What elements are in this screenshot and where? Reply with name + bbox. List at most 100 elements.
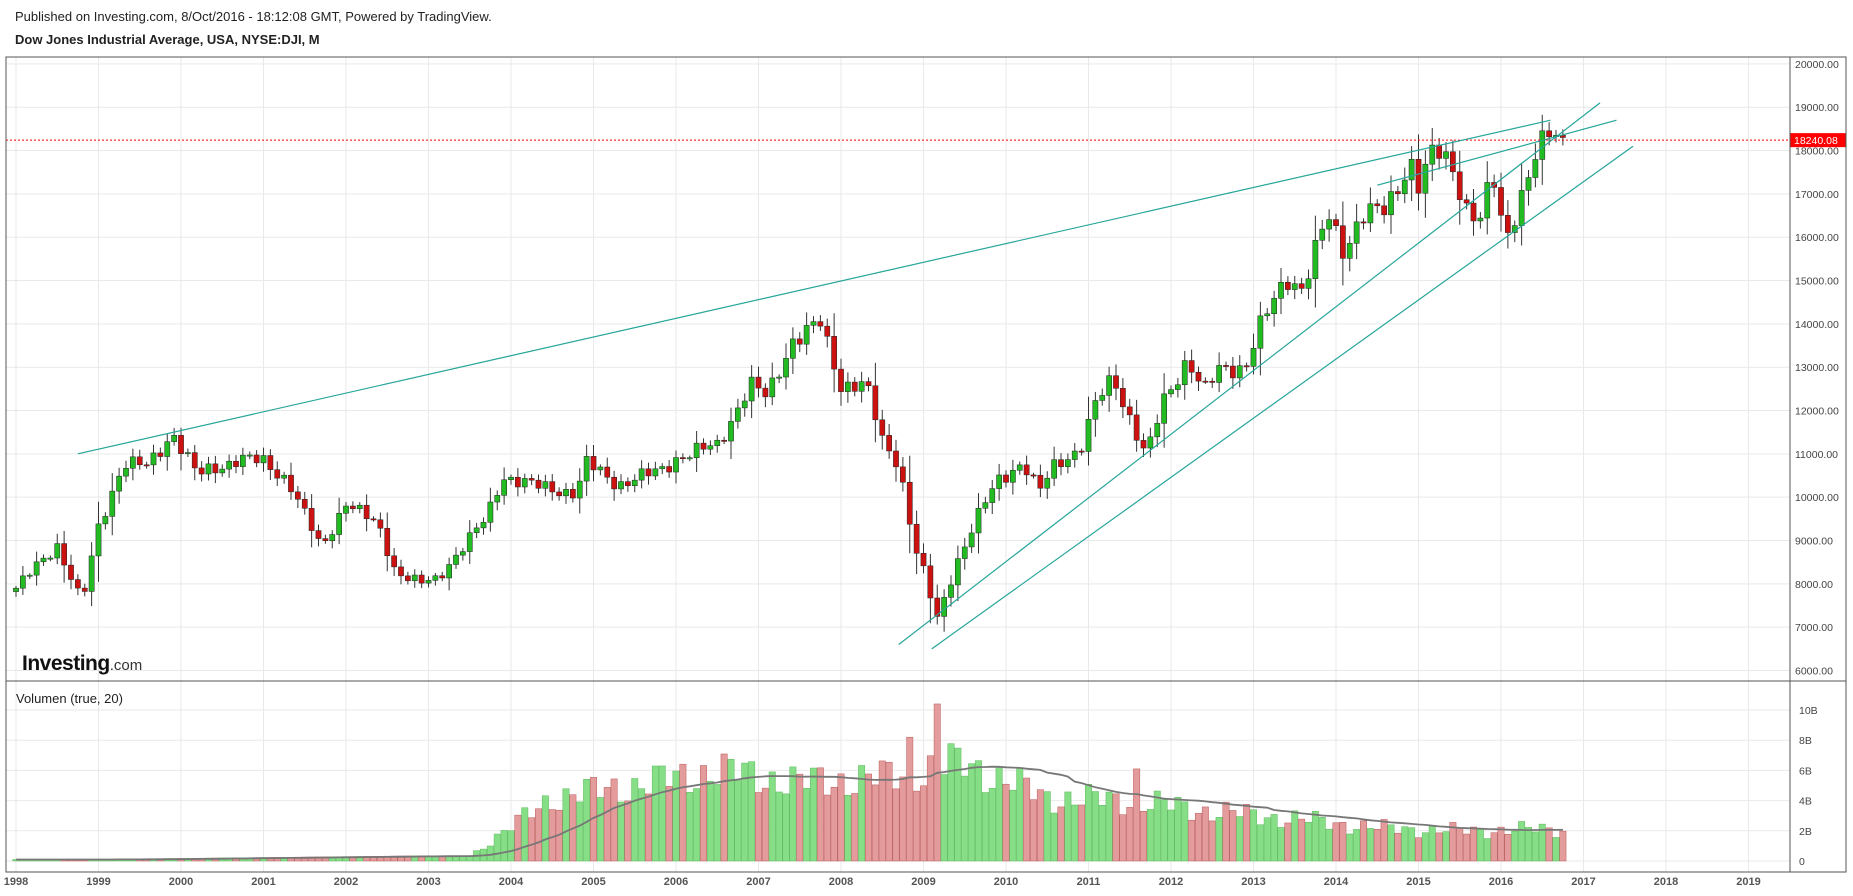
candle-down (645, 468, 652, 477)
volume-bar (1435, 832, 1443, 862)
candle-up (1408, 158, 1415, 181)
candle-down (68, 564, 74, 580)
volume-bar (1415, 837, 1422, 862)
volume-bar (1174, 797, 1182, 862)
candle-up (1099, 395, 1106, 401)
candle-up (941, 597, 947, 617)
candle-down (886, 435, 892, 452)
volume-bar (1098, 804, 1106, 862)
volume-bar (1201, 806, 1209, 862)
candle-down (75, 579, 81, 589)
candle-down (198, 467, 205, 475)
candle-up (1401, 179, 1408, 195)
candle-down (879, 419, 886, 436)
candle-down (398, 566, 404, 577)
trend-lines[interactable] (77, 102, 1634, 650)
candle-up (1422, 163, 1429, 194)
candle-down (535, 479, 542, 489)
volume-bar (851, 793, 859, 862)
candle-up (1312, 240, 1319, 279)
last-price-badge (1790, 133, 1846, 148)
trend-line[interactable] (898, 102, 1601, 645)
candle-down (611, 476, 617, 490)
volume-bar (1078, 804, 1086, 862)
candle-down (1023, 464, 1030, 476)
volume-tick-label: 6B (1799, 765, 1812, 777)
trend-line[interactable] (1377, 119, 1617, 186)
candle-up (996, 474, 1002, 489)
candle-down (927, 565, 934, 599)
candle-up (508, 476, 514, 481)
candle-down (233, 460, 239, 467)
candle-down (755, 376, 762, 389)
candle-up (26, 574, 33, 577)
volume-bar (995, 766, 1003, 862)
volume-bar (548, 809, 556, 862)
candle-up (164, 441, 171, 457)
volume-bar (748, 761, 756, 862)
volume-tick-label: 2B (1799, 826, 1812, 838)
candle-down (721, 439, 727, 442)
candle-up (240, 454, 246, 467)
volume-bar (961, 775, 969, 862)
volume-bar (734, 780, 742, 862)
candle-down (762, 387, 769, 398)
candle-down (1209, 380, 1216, 383)
volume-bar (1332, 822, 1340, 862)
candle-up (1271, 298, 1277, 315)
volume-bar (1236, 816, 1244, 862)
volume-bar (933, 703, 941, 862)
candle-up (542, 481, 549, 489)
volume-bar (1071, 804, 1079, 862)
volume-bar (1256, 824, 1264, 862)
candle-up (968, 532, 975, 548)
candle-up (1071, 450, 1078, 460)
candle-up (1147, 436, 1154, 449)
volume-bar (1160, 799, 1168, 862)
candle-down (1470, 202, 1477, 222)
volume-bar (1497, 826, 1505, 862)
trend-line[interactable] (77, 119, 1551, 455)
candle-down (900, 466, 906, 483)
candle-down (906, 481, 913, 525)
candle-down (274, 469, 281, 479)
candle-up (54, 543, 61, 559)
candle-up (652, 468, 659, 477)
volume-bar (1366, 828, 1374, 862)
candle-down (178, 435, 184, 454)
candle-up (1257, 315, 1264, 349)
candle-down (61, 543, 67, 566)
candle-up (1016, 464, 1023, 471)
candle-up (748, 376, 755, 402)
volume-bar (1490, 832, 1498, 862)
volume-bar (755, 792, 762, 862)
candle-up (329, 534, 336, 541)
x-tick-label: 2009 (911, 876, 935, 888)
candle-down (1463, 199, 1470, 204)
candle-up (618, 481, 624, 490)
candle-up (1326, 219, 1332, 230)
volume-bar (741, 762, 749, 862)
volume-bar (1408, 827, 1416, 862)
candle-down (590, 456, 597, 471)
candle-up (769, 377, 776, 398)
y-tick-label: 11000.00 (1795, 449, 1838, 461)
candle-up (1388, 191, 1394, 216)
candle-up (961, 546, 968, 559)
candle-up (597, 466, 604, 471)
candle-down (1133, 414, 1140, 441)
candle-down (1498, 187, 1504, 216)
volume-bar (686, 792, 694, 862)
volume-bar (1504, 834, 1512, 862)
y-tick-label: 19000.00 (1795, 102, 1839, 114)
candle-down (1037, 474, 1044, 489)
volume-bar (885, 761, 893, 862)
volume-bar (1215, 817, 1223, 862)
y-tick-label: 13000.00 (1795, 362, 1839, 374)
candle-down (136, 456, 143, 466)
x-tick-label: 2018 (1654, 876, 1678, 888)
candle-up (1175, 384, 1181, 390)
candle-down (1505, 215, 1511, 233)
trend-line[interactable] (931, 145, 1634, 650)
